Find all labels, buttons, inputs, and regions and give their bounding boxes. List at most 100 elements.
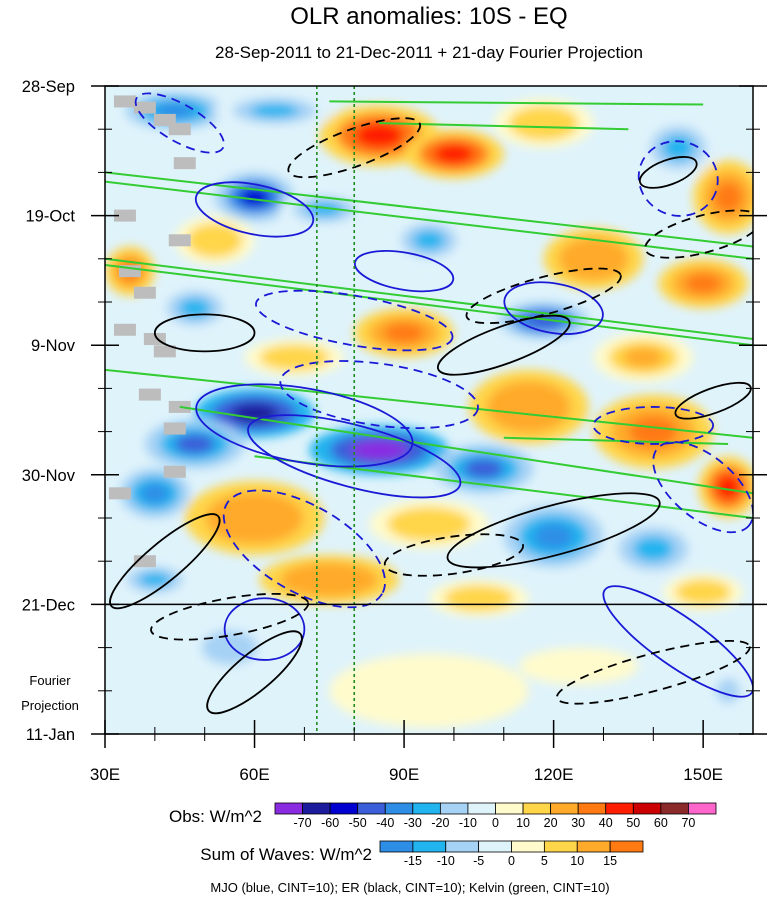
obs-colorbar-tick-label: -70 — [294, 816, 312, 830]
anomaly-blob — [413, 230, 445, 251]
er-contour — [383, 533, 524, 577]
kelvin-contour — [329, 100, 704, 106]
x-tick-label: 120E — [534, 765, 574, 784]
obs-colorbar-tick-label: 10 — [516, 816, 530, 830]
x-axis-ticks: 30E 60E 90E 120E 150E — [90, 720, 723, 784]
missing-data-cell — [163, 422, 186, 435]
x-tick-label: 30E — [90, 765, 120, 784]
y-tick-label: 19-Oct — [25, 208, 75, 226]
x-tick-label: 90E — [389, 765, 419, 784]
plot-frame — [104, 85, 754, 735]
mjo-contour — [652, 441, 753, 534]
anomaly-blob — [554, 658, 603, 674]
er-contours — [109, 117, 753, 715]
y-tick-label: 21-Dec — [22, 596, 75, 614]
x-tick-label: 60E — [239, 765, 269, 784]
obs-colorbar-swatch — [632, 802, 662, 815]
anomaly-blob — [716, 678, 741, 704]
anomaly-blob — [405, 514, 453, 535]
anomaly-blob — [138, 572, 171, 588]
obs-colorbar-tick-label: -50 — [349, 816, 367, 830]
missing-data-cell — [168, 234, 191, 247]
obs-colorbar-swatch — [688, 802, 717, 815]
er-contour — [150, 592, 310, 641]
waves-colorbar-swatch — [511, 840, 545, 853]
mjo-contour — [592, 406, 715, 445]
missing-data-cell — [153, 345, 176, 358]
mjo-contour — [247, 414, 462, 499]
anomaly-blob — [523, 113, 564, 133]
anomaly-blob — [533, 524, 574, 549]
anomaly-blob — [230, 403, 279, 423]
anomaly-blob — [504, 392, 553, 422]
anomaly-blob — [198, 230, 231, 251]
anomaly-blob — [662, 135, 695, 161]
er-contour — [644, 209, 753, 259]
reference-longitude-lines — [316, 86, 356, 734]
anomaly-blob — [687, 584, 720, 600]
obs-colorbar-swatch — [550, 802, 579, 815]
mjo-contour — [134, 92, 225, 154]
mjo-contour — [637, 140, 719, 217]
obs-colorbar-swatch — [495, 802, 524, 815]
chart-subtitle: 28-Sep-2011 to 21-Dec-2011 + 21-day Four… — [215, 43, 643, 62]
waves-colorbar-tick-label: 10 — [570, 854, 584, 868]
anomaly-blob — [355, 123, 404, 148]
anomaly-blob — [633, 536, 674, 562]
obs-colorbar-swatch — [605, 802, 634, 815]
y-tick-label: 28-Sep — [22, 78, 75, 96]
obs-colorbar-tick-label: 20 — [544, 816, 558, 830]
y-axis-ticks: 28-Sep 19-Oct 9-Nov 30-Nov 21-Dec 11-Jan — [22, 78, 767, 744]
missing-data-cell — [138, 388, 161, 401]
anomaly-blob — [238, 187, 271, 207]
anomaly-blob — [174, 434, 215, 454]
er-contour — [674, 381, 752, 420]
obs-colorbar-swatch — [384, 802, 414, 815]
kelvin-contour — [179, 405, 753, 495]
anomaly-blob — [685, 273, 722, 294]
waves-colorbar-swatch — [412, 840, 447, 853]
mjo-contours — [134, 92, 753, 698]
missing-data-cells — [108, 95, 196, 568]
mjo-contour — [255, 289, 454, 352]
waves-colorbar-swatch — [609, 840, 644, 853]
er-contour — [446, 492, 661, 569]
missing-data-cell — [163, 465, 186, 478]
missing-data-cell — [168, 123, 191, 136]
anomaly-blob — [250, 103, 299, 119]
obs-colorbar-swatch — [522, 802, 552, 815]
mjo-contour — [194, 181, 315, 238]
missing-data-cell — [133, 286, 156, 299]
er-contour — [153, 313, 256, 353]
kelvin-contour — [105, 263, 753, 347]
obs-colorbar-tick-label: 60 — [654, 816, 668, 830]
projection-label-line2: Projection — [21, 698, 79, 713]
anomaly-blob — [384, 322, 425, 343]
er-contour — [555, 639, 751, 705]
anomaly-blob — [458, 590, 499, 606]
obs-colorbar-label: Obs: W/m^2 — [169, 807, 262, 826]
anomaly-blob — [301, 569, 358, 590]
anomaly-blob — [714, 182, 743, 212]
obs-colorbar-tick-label: 30 — [571, 816, 585, 830]
er-contour — [287, 117, 422, 179]
mjo-contour — [602, 585, 753, 698]
mjo-contour — [503, 281, 604, 335]
obs-colorbar-swatch — [660, 802, 689, 815]
plot-area — [105, 86, 753, 734]
missing-data-cell — [108, 487, 131, 500]
y-tick-label: 11-Jan — [26, 726, 75, 744]
y-tick-label: 30-Nov — [22, 467, 76, 485]
waves-colorbar-tick-label: -10 — [437, 854, 455, 868]
anomaly-blob — [716, 474, 741, 500]
chart-title: OLR anomalies: 10S - EQ — [290, 3, 567, 30]
waves-colorbar-swatch — [478, 840, 512, 853]
projection-label-line1: Fourier — [29, 673, 71, 688]
anomaly-blob — [140, 483, 169, 504]
obs-colorbar-swatch — [302, 802, 331, 815]
missing-data-cell — [113, 209, 136, 222]
waves-colorbar: -15 -10 -5 0 5 10 15 — [379, 840, 644, 868]
obs-colorbar-tick-label: 70 — [681, 816, 695, 830]
anomaly-blob — [433, 144, 474, 164]
